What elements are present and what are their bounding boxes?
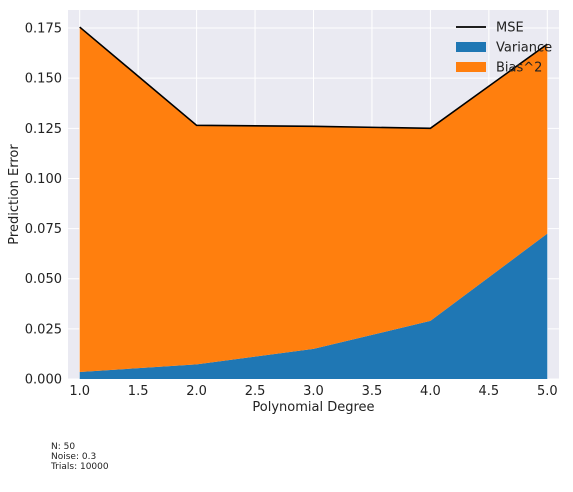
legend-label-bias-2: Bias^2	[496, 61, 542, 76]
y-tick-label-4: 0.100	[25, 172, 62, 187]
y-axis-label: Prediction Error	[7, 144, 22, 245]
y-tick-label-0: 0.000	[25, 373, 62, 388]
x-tick-label-2: 2.0	[186, 384, 207, 399]
x-axis-label: Polynomial Degree	[252, 400, 374, 415]
legend-swatch-bias-2	[456, 62, 486, 72]
line-mse	[79, 26, 548, 130]
x-tick-label-1: 1.5	[128, 384, 149, 399]
x-tick-label-4: 3.0	[303, 384, 324, 399]
legend-label-mse: MSE	[496, 21, 524, 36]
footnote-trials: Trials: 10000	[51, 462, 109, 472]
y-tick-label-2: 0.050	[25, 272, 62, 287]
legend-swatch-variance	[456, 42, 486, 52]
y-tick-label-7: 0.175	[25, 22, 62, 37]
footnote-n: N: 50	[51, 442, 76, 452]
x-tick-label-6: 4.0	[420, 384, 441, 399]
y-tick-label-3: 0.075	[25, 222, 62, 237]
x-tick-label-8: 5.0	[537, 384, 558, 399]
x-tick-label-0: 1.0	[69, 384, 90, 399]
y-tick-label-6: 0.150	[25, 72, 62, 87]
y-tick-label-1: 0.025	[25, 322, 62, 337]
y-tick-label-5: 0.125	[25, 122, 62, 137]
x-tick-label-3: 2.5	[245, 384, 266, 399]
legend-label-variance: Variance	[496, 41, 552, 56]
footnote-noise: Noise: 0.3	[51, 452, 97, 462]
x-tick-label-7: 4.5	[479, 384, 500, 399]
area-bias-2	[79, 27, 548, 372]
chart: 1.0 1.5 2.0 2.5 3.0 3.5 4.0 4.5 5.0 0.000 0.025 0.0…	[7, 10, 559, 415]
x-tick-label-5: 3.5	[362, 384, 383, 399]
area-variance	[79, 233, 548, 379]
